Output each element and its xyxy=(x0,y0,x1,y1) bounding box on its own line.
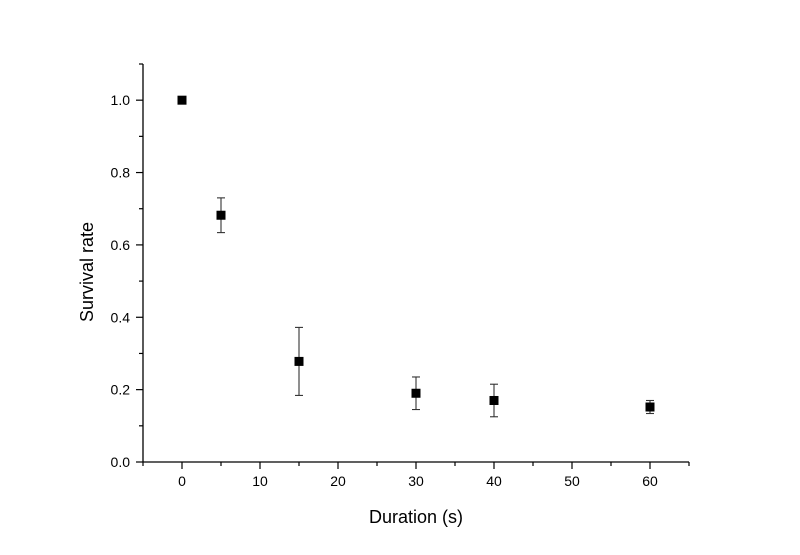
data-point xyxy=(177,95,187,105)
data-point xyxy=(489,395,499,405)
y-tick-label: 0.4 xyxy=(111,309,131,325)
y-axis-title: Survival rate xyxy=(77,222,97,322)
y-tick-label: 0.8 xyxy=(111,165,131,181)
data-point xyxy=(294,356,304,366)
x-tick-labels: 0 10 20 30 40 50 60 xyxy=(178,473,658,489)
x-axis-title: Duration (s) xyxy=(369,507,463,527)
data-points xyxy=(177,95,655,412)
x-tick-label: 10 xyxy=(252,473,268,489)
y-ticks xyxy=(136,63,143,463)
x-tick-label: 20 xyxy=(330,473,346,489)
x-tick-label: 40 xyxy=(486,473,502,489)
x-tick-label: 0 xyxy=(178,473,186,489)
y-tick-label: 1.0 xyxy=(111,92,131,108)
x-tick-label: 30 xyxy=(408,473,424,489)
x-tick-label: 50 xyxy=(564,473,580,489)
y-tick-label: 0.0 xyxy=(111,454,131,470)
data-point xyxy=(216,210,226,220)
y-tick-label: 0.6 xyxy=(111,237,131,253)
x-tick-label: 60 xyxy=(642,473,658,489)
data-point xyxy=(411,388,421,398)
y-tick-label: 0.2 xyxy=(111,382,131,398)
data-point xyxy=(645,402,655,412)
error-bars xyxy=(217,197,654,418)
x-ticks xyxy=(142,462,690,469)
y-tick-labels: 0.0 0.2 0.4 0.6 0.8 1.0 xyxy=(111,92,131,470)
